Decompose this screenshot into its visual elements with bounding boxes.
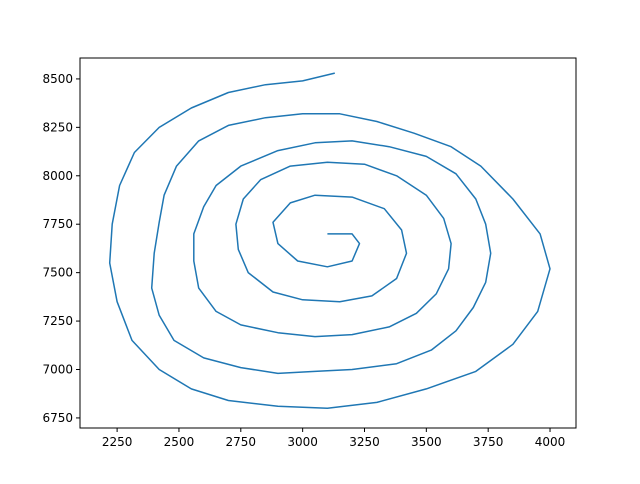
y-tick-label: 8250 [42, 120, 73, 134]
y-tick-label: 7750 [42, 217, 73, 231]
x-tick-label: 4000 [535, 435, 566, 449]
x-tick-label: 3750 [473, 435, 504, 449]
spiral-line [108, 72, 551, 409]
y-tick-label: 7250 [42, 314, 73, 328]
x-tick-label: 2500 [164, 435, 195, 449]
x-tick-label: 3250 [349, 435, 380, 449]
y-tick-label: 7500 [42, 266, 73, 280]
x-tick-label: 3000 [287, 435, 318, 449]
y-tick-label: 8500 [42, 72, 73, 86]
y-tick-label: 7000 [42, 362, 73, 376]
plot-frame [79, 57, 577, 429]
y-tick-label: 8000 [42, 169, 73, 183]
y-tick-label: 6750 [42, 411, 73, 425]
x-tick-label: 2750 [226, 435, 257, 449]
x-tick-label: 3500 [411, 435, 442, 449]
x-tick-label: 2250 [102, 435, 133, 449]
